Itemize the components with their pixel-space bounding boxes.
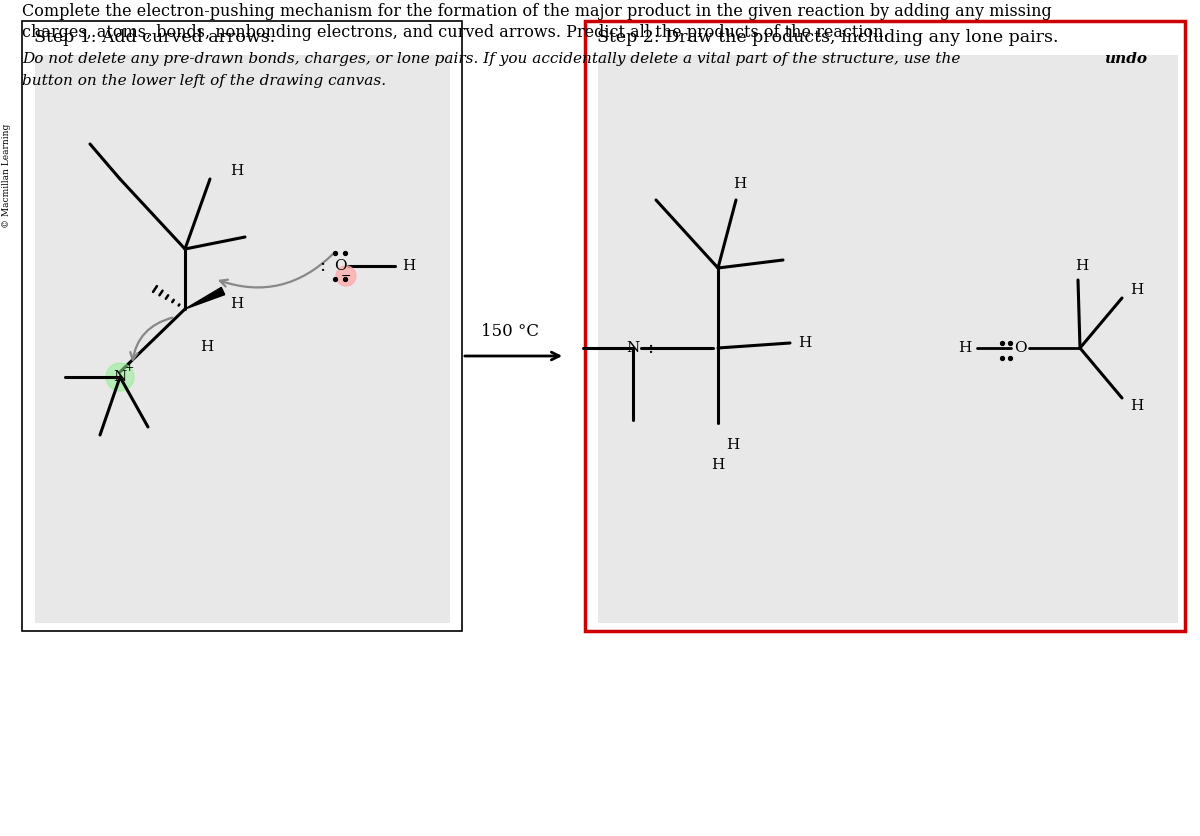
Text: H: H	[230, 297, 244, 311]
Text: charges, atoms, bonds, nonbonding electrons, and curved arrows. Predict all the : charges, atoms, bonds, nonbonding electr…	[22, 24, 889, 41]
Text: H: H	[200, 340, 214, 354]
Text: Step 1: Add curved arrows.: Step 1: Add curved arrows.	[34, 29, 275, 46]
Bar	[22, 21, 462, 631]
Text: H: H	[798, 336, 811, 350]
Circle shape	[106, 363, 134, 391]
Circle shape	[336, 266, 356, 286]
Text: :: :	[319, 257, 325, 275]
Text: © Macmillan Learning: © Macmillan Learning	[2, 124, 12, 228]
Bar	[598, 55, 1178, 623]
Text: Step 2: Draw the products, including any lone pairs.: Step 2: Draw the products, including any…	[598, 29, 1058, 46]
Text: +: +	[125, 363, 133, 373]
Text: 150 °C: 150 °C	[481, 323, 539, 340]
Text: O: O	[334, 259, 347, 273]
Text: Do not delete any pre-drawn bonds, charges, or lone pairs. If you accidentally d: Do not delete any pre-drawn bonds, charg…	[22, 52, 965, 66]
Text: undo: undo	[1104, 52, 1147, 66]
Text: H: H	[402, 259, 415, 273]
Text: H: H	[959, 341, 972, 355]
Text: O: O	[1014, 341, 1026, 355]
Text: H: H	[712, 458, 725, 472]
Text: H: H	[230, 164, 244, 178]
Text: Complete the electron-pushing mechanism for the formation of the major product i: Complete the electron-pushing mechanism …	[22, 3, 1051, 20]
Text: H: H	[1075, 259, 1088, 273]
Text: H: H	[733, 177, 746, 191]
Bar	[586, 21, 1186, 631]
Text: −: −	[341, 269, 352, 283]
Bar	[35, 55, 450, 623]
Text: H: H	[1130, 283, 1144, 297]
Polygon shape	[185, 288, 224, 309]
Text: :: :	[647, 339, 653, 357]
Text: button on the lower left of the drawing canvas.: button on the lower left of the drawing …	[22, 74, 386, 88]
Text: H: H	[726, 438, 739, 452]
Text: N: N	[113, 370, 127, 384]
Text: N: N	[626, 341, 640, 355]
Text: H: H	[1130, 399, 1144, 413]
